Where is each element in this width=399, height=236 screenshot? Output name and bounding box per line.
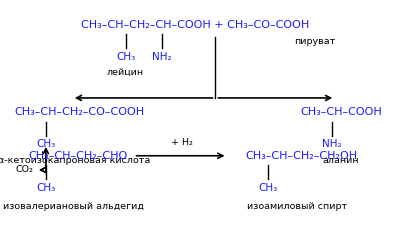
Text: NH₂: NH₂: [152, 52, 172, 62]
Text: α-кетоизокапроновая кислота: α-кетоизокапроновая кислота: [0, 156, 150, 165]
Text: CH₃: CH₃: [36, 183, 55, 193]
Text: пируват: пируват: [294, 37, 336, 46]
Text: изовалериановый альдегид: изовалериановый альдегид: [3, 202, 144, 211]
Text: лейцин: лейцин: [107, 67, 144, 76]
Text: CO₂: CO₂: [15, 165, 33, 174]
Text: CH₃–CH–CH₂–CHO: CH₃–CH–CH₂–CHO: [28, 151, 127, 161]
Text: NH₂: NH₂: [322, 139, 342, 149]
Text: изоамиловый спирт: изоамиловый спирт: [247, 202, 347, 211]
Text: + H₂: + H₂: [171, 138, 192, 147]
Text: CH₃–CH–CH₂–CH–COOH + CH₃–CO–COOH: CH₃–CH–CH₂–CH–COOH + CH₃–CO–COOH: [81, 20, 310, 30]
Text: CH₃–CH–CH₂–CO–COOH: CH₃–CH–CH₂–CO–COOH: [15, 107, 145, 117]
Text: CH₃: CH₃: [259, 183, 278, 193]
Text: CH₃–CH–CH₂–CH₂OH: CH₃–CH–CH₂–CH₂OH: [245, 151, 358, 161]
Text: CH₃: CH₃: [36, 139, 55, 149]
Text: CH₃–CH–COOH: CH₃–CH–COOH: [300, 107, 382, 117]
Text: CH₃: CH₃: [116, 52, 135, 62]
Text: аланин: аланин: [323, 156, 359, 165]
